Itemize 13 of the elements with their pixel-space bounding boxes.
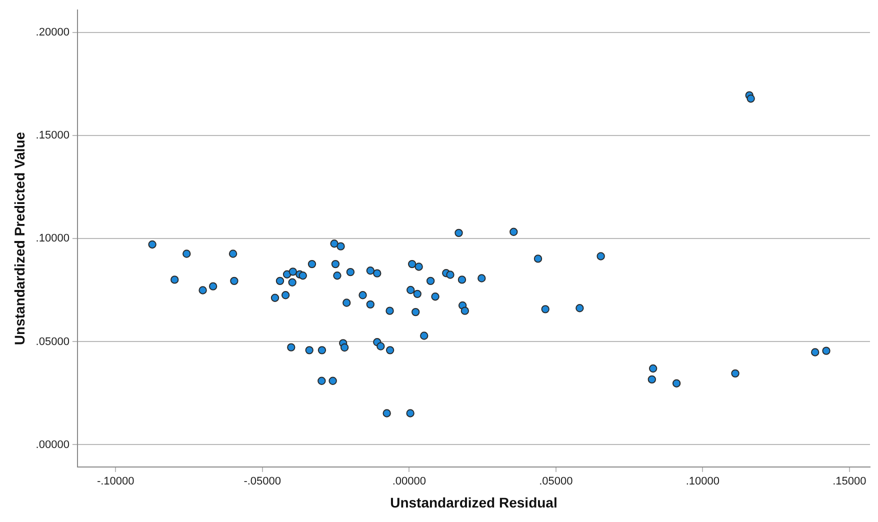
y-axis-title: Unstandardized Predicted Value [11, 132, 28, 346]
y-tick-label: .15000 [36, 130, 70, 142]
x-axis-title: Unstandardized Residual [390, 494, 558, 510]
y-tick-label: .20000 [36, 26, 70, 39]
y-tick-label: .05000 [36, 336, 70, 348]
x-tick-label: .00000 [392, 476, 426, 488]
x-tick-label: .05000 [539, 476, 573, 488]
x-tick-label: .10000 [686, 476, 720, 488]
y-tick-label: .00000 [36, 438, 70, 451]
x-tick-label: -.10000 [96, 476, 134, 488]
y-tick-label: .10000 [36, 232, 70, 245]
x-tick-label: .15000 [832, 476, 866, 488]
x-tick-label: -.05000 [244, 476, 282, 488]
